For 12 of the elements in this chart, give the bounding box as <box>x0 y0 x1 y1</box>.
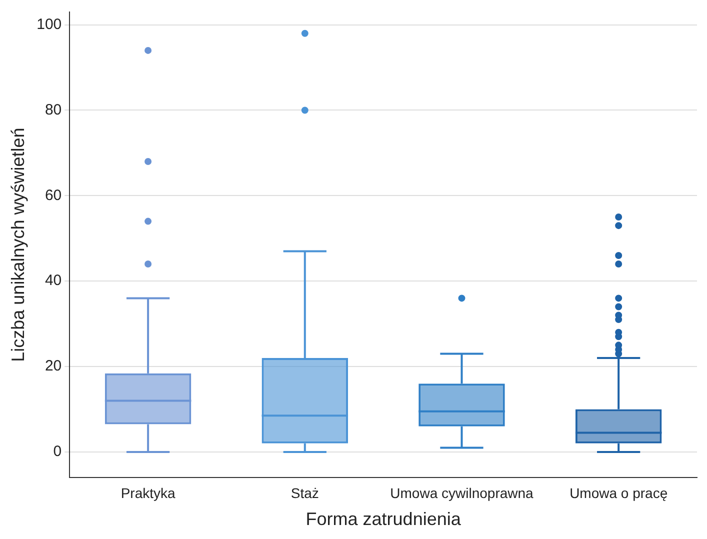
x-tick-label: Praktyka <box>120 484 176 501</box>
x-tick-label: Staż <box>290 484 319 501</box>
y-tick-label: 0 <box>53 443 62 460</box>
x-tick-label: Umowa cywilnoprawna <box>390 484 534 501</box>
y-tick-label: 60 <box>44 186 62 204</box>
y-tick-label: 20 <box>44 358 62 375</box>
x-tick-label: Umowa o pracę <box>570 484 668 501</box>
y-tick-label: 80 <box>44 101 62 118</box>
y-tick-label: 100 <box>36 16 62 33</box>
y-tick-label: 40 <box>44 272 62 290</box>
y-axis-title: Liczba unikalnych wyświetleń <box>8 128 28 362</box>
x-axis-title: Forma zatrudnienia <box>306 509 462 530</box>
